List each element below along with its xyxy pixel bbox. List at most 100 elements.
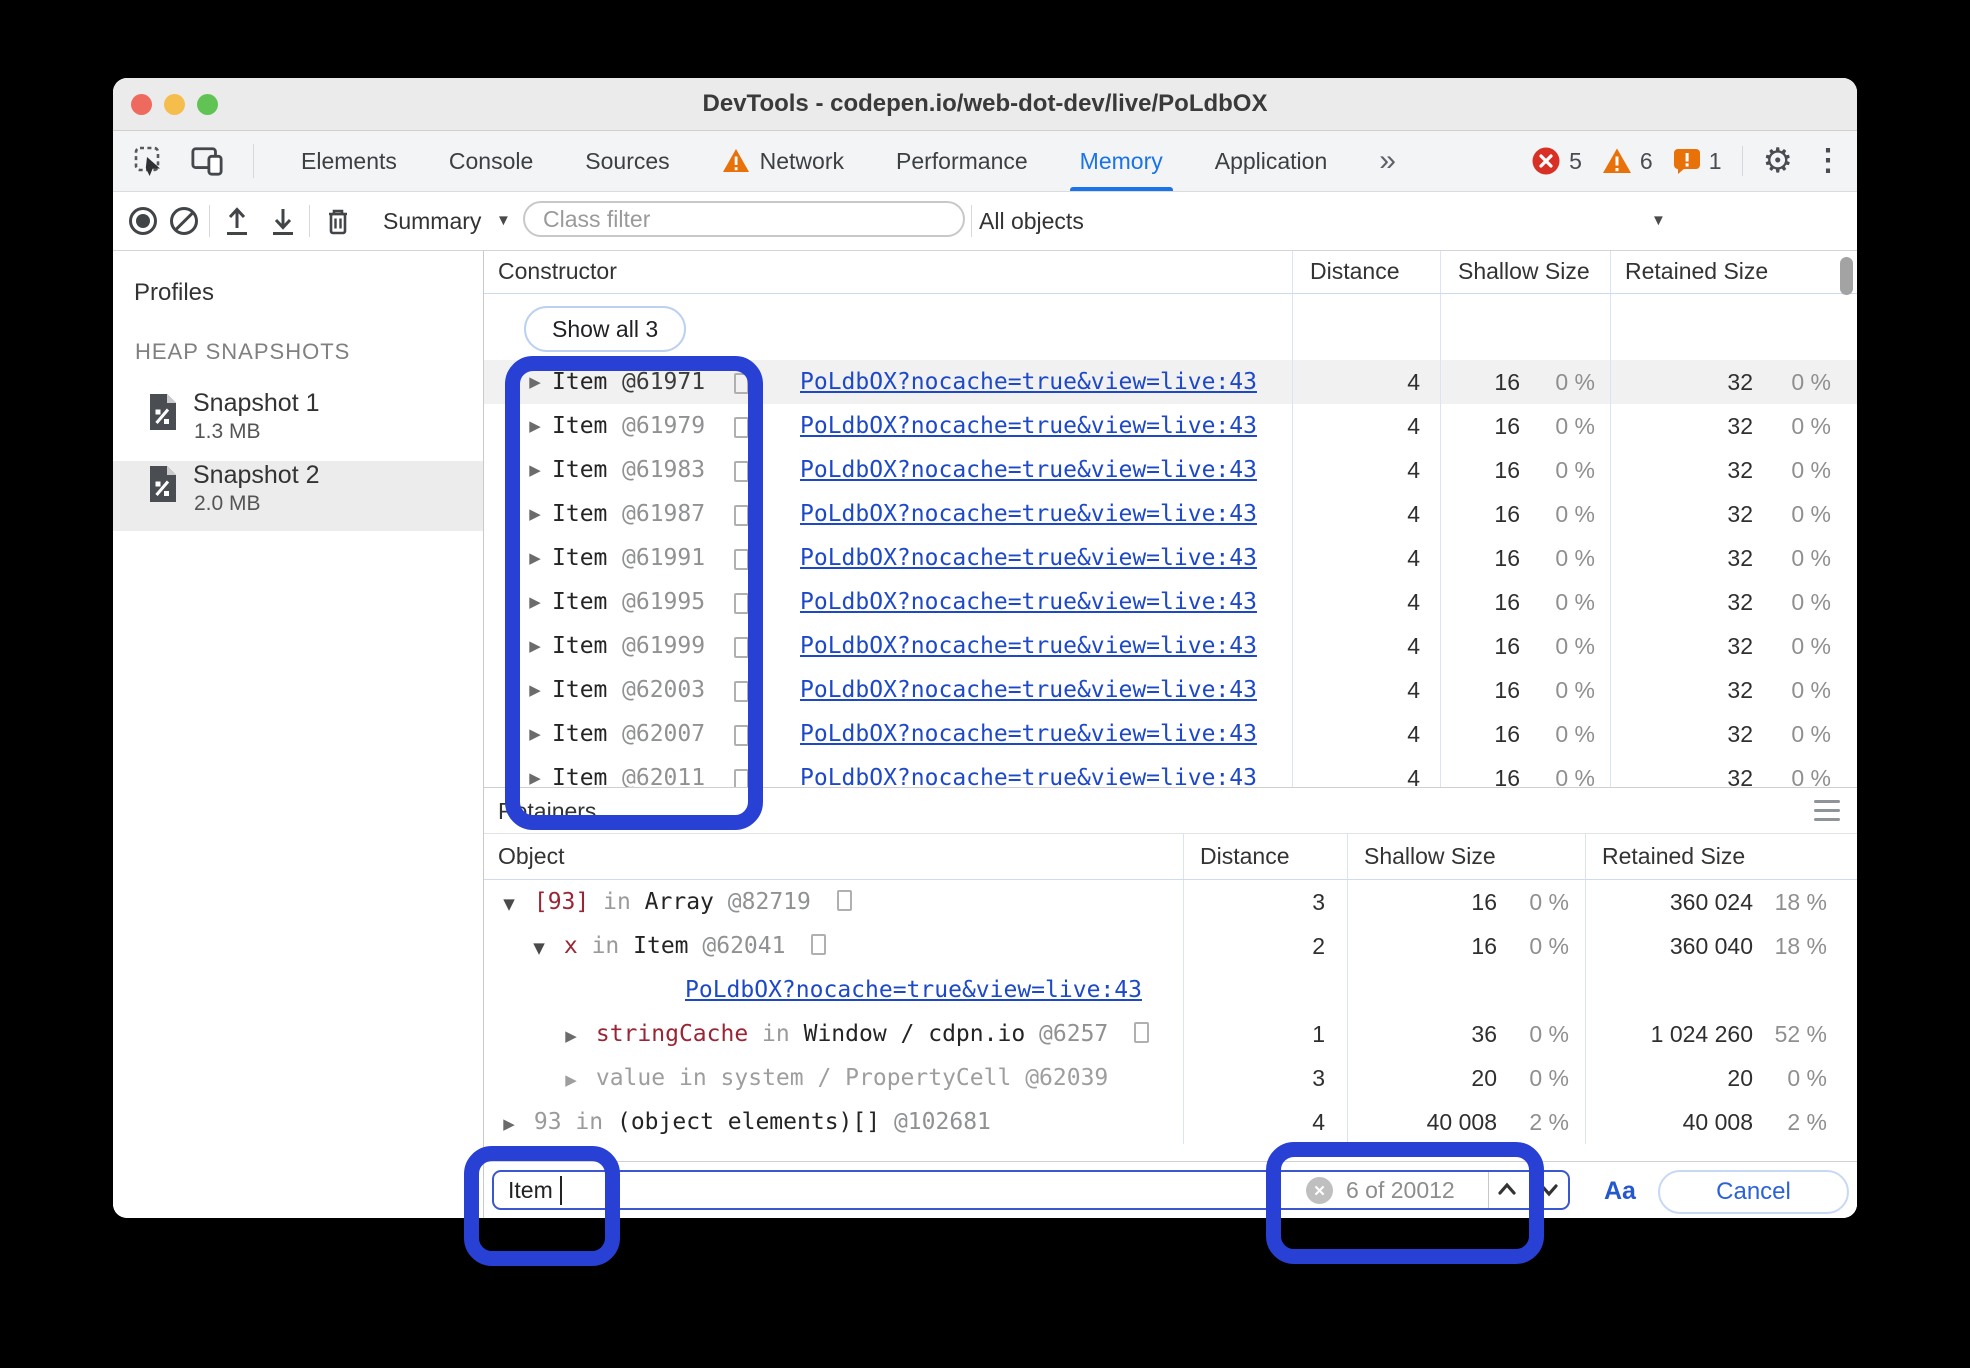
- heap-object-row[interactable]: ▶ Item @62003 PoLdbOX?nocache=true&view=…: [484, 668, 1857, 712]
- retainers-menu-icon[interactable]: [1814, 800, 1840, 827]
- customize-menu-icon[interactable]: ⋮: [1813, 144, 1843, 177]
- heap-object-row[interactable]: ▶ Item @61983 PoLdbOX?nocache=true&view=…: [484, 448, 1857, 492]
- retainer-row[interactable]: ▶ stringCache in Window / cdpn.io @6257 …: [484, 1012, 1857, 1056]
- tab-console[interactable]: Console: [448, 148, 534, 174]
- shallow-size-cell: 16 0 %: [1440, 413, 1610, 440]
- cancel-button[interactable]: Cancel: [1658, 1170, 1849, 1214]
- expand-arrow-icon[interactable]: ▶: [529, 681, 541, 699]
- expand-arrow-icon[interactable]: ▶: [529, 417, 541, 435]
- col-shallow-size[interactable]: Shallow Size: [1364, 843, 1496, 869]
- issues-badge[interactable]: 1: [1673, 147, 1722, 175]
- col-retained-size[interactable]: Retained Size: [1602, 843, 1746, 869]
- retained-value: 360 024: [1669, 888, 1753, 915]
- retainer-row[interactable]: ▼ x in Item @62041 2 16 0 % 360 040 18 %: [484, 924, 1857, 968]
- source-link[interactable]: PoLdbOX?nocache=true&view=live:43: [800, 413, 1257, 439]
- col-object[interactable]: Object: [498, 843, 565, 869]
- tab-application[interactable]: Application: [1214, 148, 1328, 174]
- snapshot-item-2[interactable]: Snapshot 2 2.0 MB: [113, 461, 483, 531]
- source-link[interactable]: PoLdbOX?nocache=true&view=live:43: [800, 457, 1257, 483]
- heap-object-row[interactable]: ▶ Item @62007 PoLdbOX?nocache=true&view=…: [484, 712, 1857, 756]
- object-scope-select[interactable]: All objects: [979, 208, 1084, 234]
- zoom-window-button[interactable]: [197, 94, 218, 115]
- source-link[interactable]: PoLdbOX?nocache=true&view=live:43: [800, 501, 1257, 527]
- tab-sources[interactable]: Sources: [585, 148, 670, 174]
- tab-network[interactable]: Network: [696, 131, 870, 191]
- col-distance[interactable]: Distance: [1200, 843, 1290, 869]
- previous-match-icon[interactable]: [1496, 1180, 1518, 1200]
- source-link[interactable]: PoLdbOX?nocache=true&view=live:43: [800, 369, 1257, 395]
- retainer-row[interactable]: ▶ 93 in (object elements)[] @102681 4 40…: [484, 1100, 1857, 1144]
- settings-gear-icon[interactable]: ⚙: [1762, 142, 1793, 180]
- shallow-size-cell: 16 0 %: [1440, 501, 1610, 528]
- heap-object-row[interactable]: ▶ Item @61999 PoLdbOX?nocache=true&view=…: [484, 624, 1857, 668]
- expand-arrow-icon[interactable]: ▶: [529, 461, 541, 479]
- snapshot-item-1[interactable]: Snapshot 1 1.3 MB: [113, 389, 483, 459]
- distance-cell: 4: [1407, 500, 1420, 527]
- heap-object-row[interactable]: ▶ Item @61991 PoLdbOX?nocache=true&view=…: [484, 536, 1857, 580]
- heap-object-row[interactable]: ▶ Item @61987 PoLdbOX?nocache=true&view=…: [484, 492, 1857, 536]
- expand-arrow-icon[interactable]: ▶: [529, 593, 541, 611]
- device-toolbar-icon[interactable]: [191, 145, 223, 177]
- tab-memory[interactable]: Memory: [1054, 131, 1189, 191]
- search-input[interactable]: [508, 1174, 1148, 1206]
- heap-object-row[interactable]: ▶ Item @61995 PoLdbOX?nocache=true&view=…: [484, 580, 1857, 624]
- source-link[interactable]: PoLdbOX?nocache=true&view=live:43: [800, 677, 1257, 703]
- show-all-button[interactable]: Show all 3: [524, 306, 687, 352]
- next-match-icon[interactable]: [1538, 1180, 1560, 1200]
- retainer-row-dimmed[interactable]: ▶ value in system / PropertyCell @62039 …: [484, 1056, 1857, 1100]
- object-name: Item: [552, 721, 608, 747]
- heap-snapshots-heading: HEAP SNAPSHOTS: [135, 339, 351, 364]
- error-badge[interactable]: 5: [1531, 146, 1582, 176]
- col-distance[interactable]: Distance: [1310, 258, 1400, 284]
- col-retained-size[interactable]: Retained Size: [1625, 258, 1769, 284]
- property-name: stringCache: [595, 1021, 749, 1047]
- expand-arrow-icon[interactable]: ▶: [529, 373, 541, 391]
- retained-size-cell: 32 0 %: [1610, 501, 1857, 528]
- warning-badge[interactable]: 6: [1602, 147, 1653, 175]
- clear-search-icon[interactable]: ✕: [1306, 1177, 1333, 1204]
- expand-arrow-icon[interactable]: ▶: [529, 549, 541, 567]
- retainer-row[interactable]: ▼ [93] in Array @82719 3 16 0 % 360 024 18…: [484, 880, 1857, 924]
- expand-arrow-icon[interactable]: ▶: [503, 1115, 515, 1133]
- object-name: Array: [644, 889, 714, 915]
- more-tabs-button[interactable]: »: [1379, 144, 1396, 177]
- expand-arrow-icon[interactable]: ▶: [529, 769, 541, 787]
- save-profile-icon[interactable]: [269, 206, 297, 236]
- source-link[interactable]: PoLdbOX?nocache=true&view=live:43: [800, 633, 1257, 659]
- expand-arrow-icon[interactable]: ▶: [529, 505, 541, 523]
- delete-profile-icon[interactable]: [325, 206, 351, 236]
- heap-object-row[interactable]: ▶ Item @61971 PoLdbOX?nocache=true&view=…: [484, 360, 1857, 404]
- minimize-window-button[interactable]: [164, 94, 185, 115]
- col-constructor[interactable]: Constructor: [498, 258, 617, 284]
- expand-arrow-icon[interactable]: ▶: [529, 637, 541, 655]
- expand-arrow-icon[interactable]: ▶: [565, 1071, 577, 1089]
- heap-object-row[interactable]: ▶ Item @61979 PoLdbOX?nocache=true&view=…: [484, 404, 1857, 448]
- vertical-scrollbar[interactable]: [1840, 257, 1853, 295]
- load-profile-icon[interactable]: [223, 206, 251, 236]
- class-filter-input[interactable]: [523, 201, 965, 237]
- record-heap-snapshot-button[interactable]: [129, 207, 157, 235]
- clear-profiles-button[interactable]: [170, 207, 198, 235]
- distance-cell: 4: [1407, 632, 1420, 659]
- inspect-element-icon[interactable]: [133, 145, 165, 177]
- distance-cell: 4: [1407, 676, 1420, 703]
- heap-object-row[interactable]: ▶ Item @62011 PoLdbOX?nocache=true&view=…: [484, 756, 1857, 787]
- collapse-arrow-icon[interactable]: ▼: [503, 895, 515, 913]
- source-link[interactable]: PoLdbOX?nocache=true&view=live:43: [800, 765, 1257, 787]
- retainer-source-row[interactable]: PoLdbOX?nocache=true&view=live:43: [484, 968, 1857, 1012]
- source-link[interactable]: PoLdbOX?nocache=true&view=live:43: [685, 977, 1142, 1003]
- shallow-value: 20: [1471, 1064, 1497, 1091]
- source-link[interactable]: PoLdbOX?nocache=true&view=live:43: [800, 589, 1257, 615]
- expand-arrow-icon[interactable]: ▶: [565, 1027, 577, 1045]
- expand-arrow-icon[interactable]: ▶: [529, 725, 541, 743]
- tab-elements[interactable]: Elements: [301, 148, 397, 174]
- source-link[interactable]: PoLdbOX?nocache=true&view=live:43: [800, 545, 1257, 571]
- perspective-select[interactable]: Summary: [383, 208, 482, 234]
- source-link[interactable]: PoLdbOX?nocache=true&view=live:43: [800, 721, 1257, 747]
- match-case-button[interactable]: Aa: [1604, 1177, 1636, 1205]
- col-shallow-size[interactable]: Shallow Size: [1458, 258, 1590, 284]
- collapse-arrow-icon[interactable]: ▼: [533, 939, 545, 957]
- close-window-button[interactable]: [131, 94, 152, 115]
- shallow-percent: 0 %: [1555, 676, 1595, 703]
- tab-performance[interactable]: Performance: [896, 148, 1028, 174]
